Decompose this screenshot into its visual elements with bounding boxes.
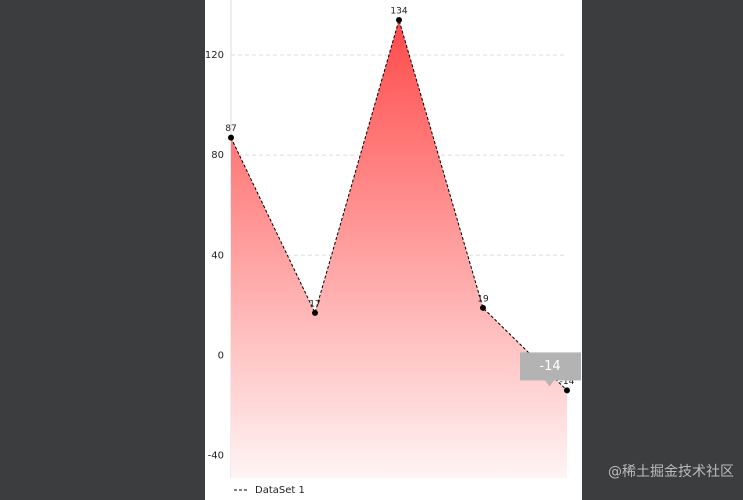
data-label: 87 (225, 124, 236, 134)
watermark: @稀土掘金技术社区 (608, 464, 734, 480)
y-tick-label: 120 (205, 50, 224, 61)
y-tick-label: 80 (211, 150, 224, 161)
data-label: 19 (477, 294, 489, 304)
y-tick-label: 0 (218, 350, 224, 361)
y-tick-label: 40 (211, 250, 224, 261)
data-label: 17 (309, 299, 320, 309)
tooltip (520, 352, 581, 381)
tooltip-text: -14 (539, 359, 560, 374)
data-point (312, 309, 318, 316)
data-label: 134 (390, 7, 407, 17)
data-point (396, 17, 402, 24)
data-point (228, 134, 234, 141)
data-label: -14 (560, 377, 575, 387)
legend-label: DataSet 1 (255, 485, 305, 496)
data-point (564, 387, 570, 394)
line (230, 18, 568, 391)
y-tick-label: -40 (208, 450, 224, 461)
data-point (480, 304, 486, 311)
tooltip-arrow (545, 380, 554, 387)
area (231, 20, 567, 479)
